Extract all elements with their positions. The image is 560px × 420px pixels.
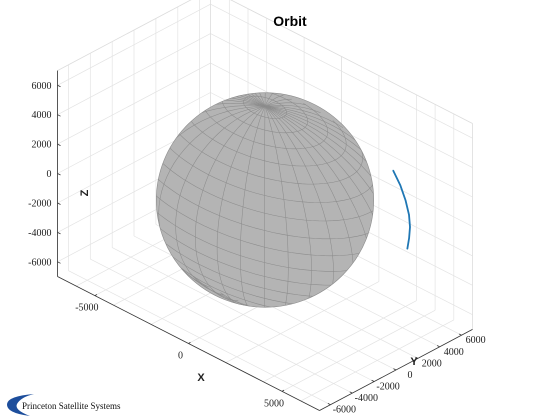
z-tick-mark bbox=[57, 173, 61, 176]
grid-line bbox=[300, 319, 454, 402]
x-tick-label: 5000 bbox=[264, 398, 284, 409]
meridian-line bbox=[264, 105, 354, 308]
grid-lines bbox=[57, 0, 473, 406]
meridian-line bbox=[264, 106, 312, 308]
z-tick-labels: -6000 -4000 -2000 0 2000 4000 6000 bbox=[28, 81, 51, 268]
orbit-line bbox=[392, 170, 411, 250]
meridian-line bbox=[264, 95, 284, 107]
meridian-line bbox=[195, 105, 266, 302]
z-tick-mark bbox=[57, 261, 61, 264]
z-axis-label: Z bbox=[79, 189, 91, 196]
latitude-line bbox=[156, 119, 374, 222]
meridian-line bbox=[264, 106, 266, 308]
orbit-point bbox=[409, 226, 411, 228]
x-tick-labels: -5000 0 5000 bbox=[75, 303, 284, 410]
box-edge bbox=[57, 0, 192, 71]
grid-line bbox=[57, 92, 211, 174]
meridian-line bbox=[264, 92, 275, 107]
y-tick-mark bbox=[458, 333, 462, 336]
meridian-line bbox=[264, 106, 334, 308]
orbit-point bbox=[408, 237, 410, 239]
x-tick-label: -5000 bbox=[75, 303, 98, 314]
meridian-line bbox=[238, 92, 266, 107]
meridian-line bbox=[264, 105, 374, 305]
logo-swoosh-icon bbox=[6, 394, 35, 416]
y-tick-label: -2000 bbox=[376, 382, 399, 393]
meridian-line bbox=[264, 105, 374, 288]
z-tick-mark bbox=[57, 84, 61, 88]
x-tick-label: 0 bbox=[178, 351, 183, 362]
x-tick-mark bbox=[94, 294, 98, 296]
x-tick-mark bbox=[281, 389, 285, 392]
x-tick-mark bbox=[188, 341, 191, 344]
meridian-line bbox=[240, 106, 266, 308]
orbit-point bbox=[399, 184, 401, 186]
z-tick-label: 4000 bbox=[32, 110, 52, 121]
meridian-line bbox=[264, 98, 292, 107]
z-tick-mark bbox=[57, 114, 61, 117]
grid-line bbox=[225, 281, 380, 363]
z-tick-mark bbox=[57, 143, 61, 146]
latitude-line bbox=[156, 151, 374, 257]
orbit-point bbox=[405, 199, 407, 202]
meridian-line bbox=[156, 103, 266, 215]
chart-title: Orbit bbox=[273, 13, 307, 29]
y-tick-label: 4000 bbox=[444, 347, 464, 358]
company-logo: Princeton Satellite Systems bbox=[6, 394, 121, 416]
x-axis-label: X bbox=[197, 372, 205, 384]
orbit-point bbox=[406, 248, 408, 250]
meridian-line bbox=[264, 105, 344, 128]
grid-line bbox=[57, 33, 211, 116]
meridian-line bbox=[264, 105, 374, 194]
meridian-line bbox=[216, 106, 266, 306]
y-tick-label: 0 bbox=[408, 370, 413, 381]
y-tick-label: -6000 bbox=[333, 405, 356, 416]
meridian-line bbox=[194, 92, 266, 107]
earth-disk bbox=[156, 92, 374, 308]
y-tick-label: -4000 bbox=[355, 393, 378, 404]
company-name: Princeton Satellite Systems bbox=[22, 401, 121, 411]
y-axis-line bbox=[319, 329, 473, 411]
orbit-point bbox=[392, 169, 394, 171]
y-axis-label: Y bbox=[410, 356, 418, 368]
z-tick-mark bbox=[57, 232, 61, 235]
meridian-line bbox=[247, 92, 266, 107]
axes-box bbox=[57, 70, 473, 411]
y-tick-mark bbox=[415, 356, 419, 359]
meridian-line bbox=[257, 92, 266, 107]
latitude-line bbox=[156, 134, 374, 240]
z-tick-label: -6000 bbox=[28, 257, 51, 268]
meridian-line bbox=[156, 105, 266, 253]
grid-line bbox=[281, 309, 436, 392]
z-tick-label: -4000 bbox=[28, 228, 51, 239]
meridian-line bbox=[264, 104, 321, 114]
y-tick-mark bbox=[437, 345, 440, 348]
box-edge bbox=[230, 0, 473, 124]
meridian-line bbox=[264, 106, 289, 308]
grid-line bbox=[263, 300, 417, 383]
y-tick-mark bbox=[349, 391, 353, 394]
z-tick-label: -2000 bbox=[28, 199, 51, 210]
z-tick-label: 2000 bbox=[32, 140, 52, 151]
meridian-line bbox=[224, 92, 266, 107]
y-tick-label: 6000 bbox=[466, 335, 486, 346]
earth-sphere bbox=[156, 92, 374, 308]
y-tick-mark bbox=[371, 379, 375, 382]
z-tick-label: 0 bbox=[47, 169, 52, 180]
latitude-line bbox=[156, 169, 374, 272]
latitude-line bbox=[156, 104, 374, 203]
z-tick-mark bbox=[57, 202, 61, 205]
grid-line bbox=[57, 62, 211, 145]
grid-line bbox=[57, 3, 211, 86]
meridian-line bbox=[264, 102, 306, 107]
y-tick-mark bbox=[393, 368, 397, 371]
z-tick-label: 6000 bbox=[32, 81, 52, 92]
meridian-line bbox=[175, 105, 266, 296]
orbit-point bbox=[408, 214, 410, 216]
orbit-series bbox=[392, 169, 411, 250]
y-tick-mark bbox=[327, 403, 331, 406]
y-tick-label: 2000 bbox=[422, 358, 442, 369]
